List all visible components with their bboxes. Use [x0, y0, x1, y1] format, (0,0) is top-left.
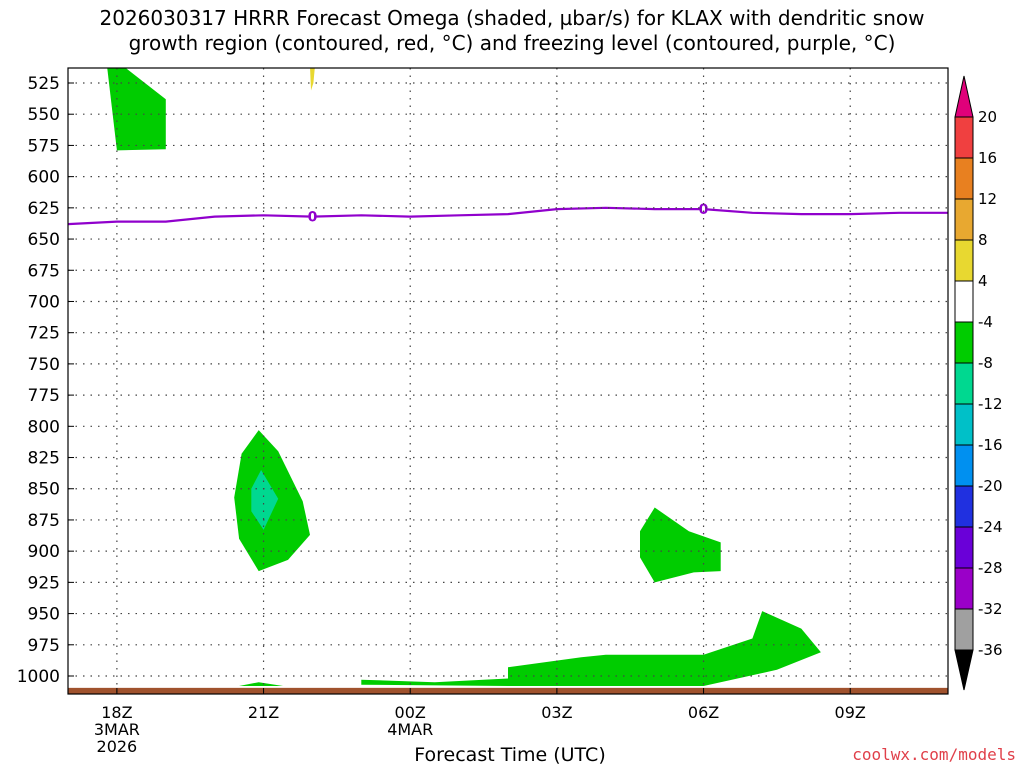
colorbar-over-triangle	[954, 75, 974, 118]
colorbar-under-triangle	[954, 649, 974, 691]
colorbar-segment-1	[954, 567, 974, 610]
colorbar-segment-9	[954, 239, 974, 282]
y-tick-label-975: 975	[28, 636, 60, 656]
colorbar-label-13: 20	[978, 108, 997, 126]
colorbar-label-4: -20	[978, 477, 1003, 495]
y-tick-label-650: 650	[28, 230, 60, 250]
y-tick-label-1000: 1000	[17, 667, 60, 687]
freezing-level-label-bg-0	[308, 209, 317, 224]
y-tick-label-950: 950	[28, 605, 60, 625]
plot-frame	[67, 67, 949, 695]
y-tick-label-675: 675	[28, 261, 60, 281]
omega-region-3	[251, 470, 279, 530]
colorbar-label-11: 12	[978, 190, 997, 208]
y-tick-label-700: 700	[28, 292, 60, 312]
y-tick-label-550: 550	[28, 105, 60, 125]
x-tick-label-0-2: 2026	[97, 737, 138, 756]
y-axis-labels: 525 550 575 600 625 650 675 700 725 750 775 800 825 8…	[17, 74, 74, 687]
omega-region-0	[107, 68, 166, 151]
y-tick-label-775: 775	[28, 386, 60, 406]
colorbar-label-9: 4	[978, 272, 988, 290]
y-tick-label-900: 900	[28, 542, 60, 562]
omega-region-4	[640, 507, 721, 583]
chart-title-line-2: growth region (contoured, red, °C) and f…	[128, 31, 896, 55]
colorbar-label-7: -8	[978, 354, 993, 372]
freezing-level-line	[68, 206, 948, 226]
x-tick-label-12-0: 06Z	[688, 703, 719, 722]
omega-region-5	[239, 682, 284, 686]
colorbar-label-5: -16	[978, 436, 1003, 454]
freezing-level-label-0: 0	[308, 210, 318, 226]
y-tick-label-925: 925	[28, 573, 60, 593]
x-tick-label-6-1: 4MAR	[387, 720, 433, 739]
freezing-level-label-bg-1	[699, 202, 708, 217]
colorbar-segment-11	[954, 157, 974, 200]
colorbar-label-12: 16	[978, 149, 997, 167]
colorbar-label-2: -28	[978, 559, 1003, 577]
colorbar-label-8: -4	[978, 313, 993, 331]
omega-region-6	[361, 611, 821, 686]
y-tick-label-850: 850	[28, 480, 60, 500]
colorbar-segment-12	[954, 116, 974, 159]
surface-band	[68, 687, 948, 694]
freezing-level-label-1: 0	[699, 202, 709, 218]
colorbar-label-6: -12	[978, 395, 1003, 413]
x-tick-label-0-0: 18Z	[101, 703, 132, 722]
chart-title-line-1: 2026030317 HRRR Forecast Omega (shaded, …	[99, 6, 925, 30]
colorbar-segment-5	[954, 403, 974, 446]
colorbar-segment-6	[954, 362, 974, 405]
colorbar-segment-4	[954, 444, 974, 487]
omega-region-1	[310, 68, 315, 91]
colorbar-segment-8	[954, 280, 974, 323]
x-tick-label-9-0: 03Z	[541, 703, 572, 722]
colorbar-segment-7	[954, 321, 974, 364]
y-tick-label-525: 525	[28, 74, 60, 94]
chart-title: 2026030317 HRRR Forecast Omega (shaded, …	[0, 6, 1024, 56]
x-tick-label-3-0: 21Z	[248, 703, 279, 722]
colorbar-label-10: 8	[978, 231, 988, 249]
y-tick-label-625: 625	[28, 199, 60, 219]
grid-lines	[68, 68, 948, 694]
y-tick-label-600: 600	[28, 168, 60, 188]
x-tick-label-15-0: 09Z	[835, 703, 866, 722]
y-tick-label-875: 875	[28, 511, 60, 531]
y-tick-label-575: 575	[28, 136, 60, 156]
colorbar-segment-10	[954, 198, 974, 241]
colorbar-segment-0	[954, 608, 974, 651]
colorbar: -36 -32 -28 -24 -20 -16 -12 -8 -4 4 8 12 16 20	[954, 75, 1003, 691]
x-tick-label-6-0: 00Z	[395, 703, 426, 722]
y-tick-label-725: 725	[28, 324, 60, 344]
colorbar-segment-3	[954, 485, 974, 528]
colorbar-label-1: -32	[978, 600, 1003, 618]
y-tick-label-800: 800	[28, 417, 60, 437]
credit-link[interactable]: coolwx.com/models	[852, 745, 1016, 764]
y-tick-label-825: 825	[28, 449, 60, 469]
x-axis-label: Forecast Time (UTC)	[414, 744, 606, 766]
colorbar-segment-2	[954, 526, 974, 569]
x-tick-label-0-1: 3MAR	[94, 720, 140, 739]
colorbar-label-3: -24	[978, 518, 1003, 536]
plot-area: 0 052555057560062565067570072575077580082…	[17, 67, 949, 756]
y-tick-label-750: 750	[28, 355, 60, 375]
colorbar-label-0: -36	[978, 641, 1003, 659]
